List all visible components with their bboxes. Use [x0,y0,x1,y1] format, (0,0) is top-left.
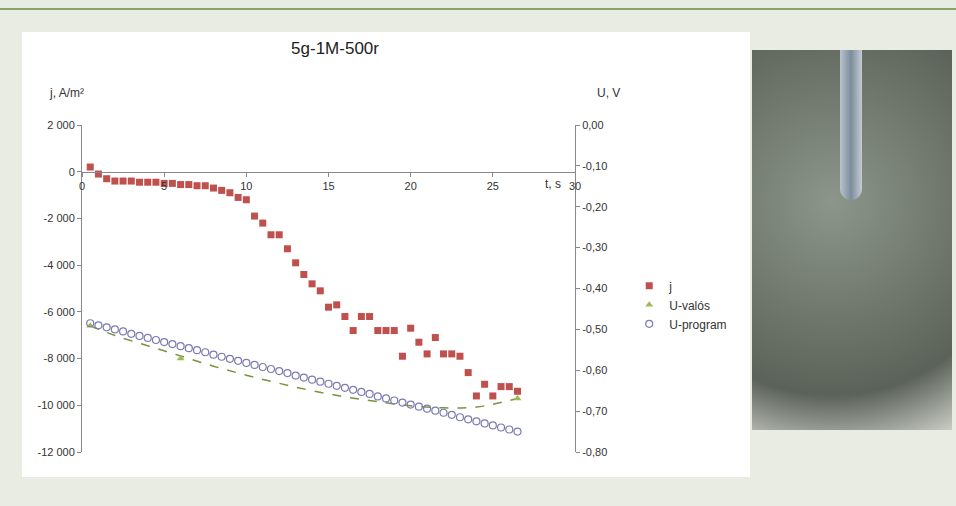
svg-text:-4 000: -4 000 [44,259,75,271]
svg-text:-0,30: -0,30 [582,241,607,253]
svg-text:-0,70: -0,70 [582,405,607,417]
svg-text:20: 20 [405,180,417,192]
svg-text:5g-1M-500r: 5g-1M-500r [291,39,379,58]
svg-text:30: 30 [569,180,581,192]
svg-text:-0,40: -0,40 [582,282,607,294]
svg-text:U-valós: U-valós [669,299,710,313]
svg-text:-2 000: -2 000 [44,212,75,224]
svg-text:-8 000: -8 000 [44,352,75,364]
svg-text:-0,50: -0,50 [582,323,607,335]
svg-text:15: 15 [322,180,334,192]
svg-text:-10 000: -10 000 [37,399,74,411]
svg-text:0,00: 0,00 [582,119,603,131]
svg-text:-6 000: -6 000 [44,306,75,318]
svg-text:0: 0 [69,166,75,178]
svg-text:U, V: U, V [597,86,620,100]
svg-text:0: 0 [79,180,85,192]
svg-text:-0,10: -0,10 [582,160,607,172]
svg-text:j: j [668,280,672,294]
svg-text:-0,80: -0,80 [582,446,607,458]
svg-text:-0,60: -0,60 [582,364,607,376]
svg-text:-0,20: -0,20 [582,201,607,213]
svg-text:j, A/m²: j, A/m² [49,86,84,100]
svg-text:-12 000: -12 000 [37,446,74,458]
svg-text:25: 25 [487,180,499,192]
svg-text:2 000: 2 000 [47,119,75,131]
svg-text:U-program: U-program [669,318,726,332]
svg-text:5: 5 [161,180,167,192]
svg-text:10: 10 [240,180,252,192]
svg-text:t, s: t, s [545,177,561,191]
